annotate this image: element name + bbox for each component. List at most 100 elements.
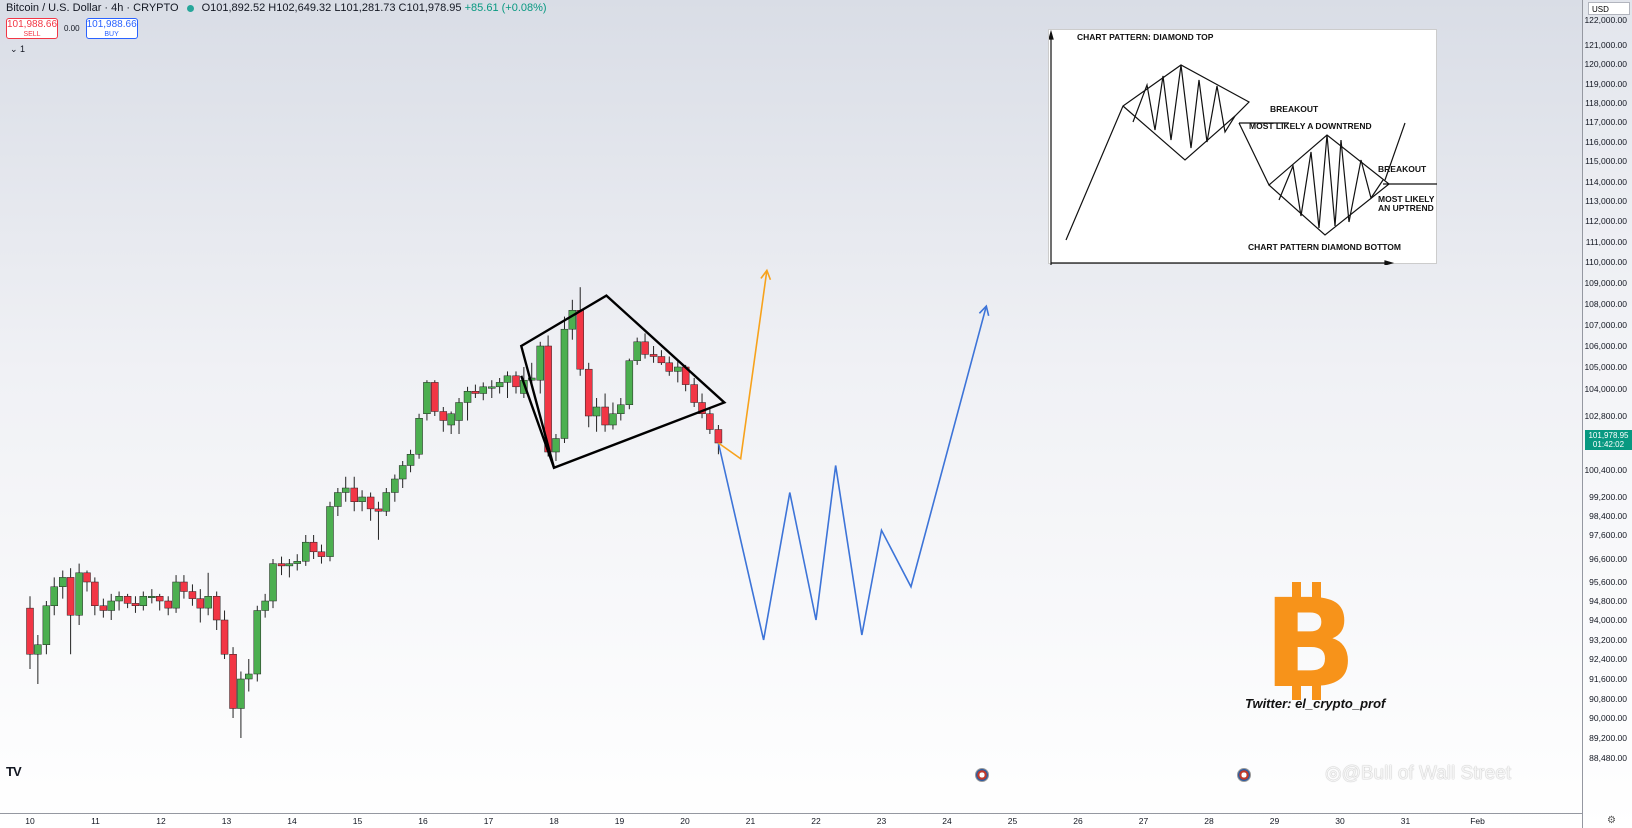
candle[interactable] [633, 337, 641, 365]
candle[interactable] [625, 358, 634, 410]
candle[interactable] [148, 589, 156, 604]
price-tick-label: 89,200.00 [1589, 733, 1627, 743]
us-event-flag-icon[interactable] [975, 768, 989, 782]
candle[interactable] [34, 635, 42, 684]
candle[interactable] [398, 461, 407, 488]
candle[interactable] [341, 476, 350, 502]
candle[interactable] [107, 593, 115, 620]
candle[interactable] [439, 407, 448, 432]
diamond-pattern-line[interactable] [519, 294, 727, 470]
candle[interactable] [293, 554, 301, 571]
candle[interactable] [391, 474, 399, 502]
candle[interactable] [229, 647, 237, 718]
candle[interactable] [455, 398, 463, 434]
diamond-inner-line[interactable] [520, 375, 556, 469]
buy-button[interactable]: 101,988.66 BUY [85, 18, 138, 39]
candle[interactable] [196, 589, 205, 623]
candle[interactable] [649, 346, 658, 363]
candle[interactable] [350, 476, 358, 512]
candle[interactable] [536, 341, 544, 394]
candle[interactable] [552, 434, 560, 461]
candle[interactable] [609, 402, 617, 430]
candle[interactable] [91, 577, 99, 616]
candle[interactable] [188, 584, 197, 606]
candle[interactable] [326, 501, 334, 562]
candle[interactable] [665, 356, 674, 376]
candle[interactable] [139, 591, 148, 611]
candle[interactable] [302, 535, 310, 566]
candle[interactable] [172, 575, 180, 613]
candle[interactable] [463, 386, 472, 421]
candle[interactable] [220, 610, 229, 660]
candle[interactable] [512, 371, 520, 394]
candle[interactable] [277, 556, 286, 576]
candle[interactable] [155, 593, 164, 611]
candle[interactable] [66, 568, 75, 655]
candle[interactable] [131, 596, 140, 613]
candle[interactable] [212, 591, 221, 631]
candle[interactable] [495, 378, 504, 394]
price-tick-label: 98,400.00 [1589, 511, 1627, 521]
candle[interactable] [641, 333, 649, 359]
candle[interactable] [657, 350, 666, 365]
candle[interactable] [431, 380, 439, 416]
candle[interactable] [83, 570, 91, 592]
candle[interactable] [592, 398, 601, 432]
candle[interactable] [674, 360, 682, 383]
candle[interactable] [382, 488, 391, 516]
candle[interactable] [164, 596, 172, 616]
candle[interactable] [180, 575, 188, 599]
candle[interactable] [714, 425, 723, 455]
candle[interactable] [479, 382, 488, 401]
candle[interactable] [285, 559, 294, 578]
candle[interactable] [698, 393, 706, 419]
candle[interactable] [245, 659, 253, 692]
candle[interactable] [99, 598, 108, 618]
candle[interactable] [601, 393, 609, 432]
candle[interactable] [115, 591, 123, 611]
candle[interactable] [503, 371, 512, 398]
candle[interactable] [253, 605, 262, 682]
candle[interactable] [50, 577, 58, 616]
candle[interactable] [560, 316, 569, 443]
gear-icon[interactable]: ⚙ [1607, 815, 1616, 826]
candle[interactable] [617, 398, 625, 421]
currency-select[interactable]: USD [1588, 2, 1630, 15]
candle[interactable] [423, 380, 431, 421]
candle[interactable] [26, 596, 34, 669]
candle[interactable] [204, 572, 212, 616]
candle[interactable] [237, 671, 245, 739]
candle[interactable] [269, 559, 277, 609]
candle[interactable] [374, 501, 383, 540]
candle[interactable] [42, 601, 51, 655]
candle[interactable] [584, 362, 593, 428]
symbol-title[interactable]: Bitcoin / U.S. Dollar · 4h · CRYPTO [6, 2, 179, 14]
candle[interactable] [59, 570, 67, 599]
candle[interactable] [576, 287, 584, 376]
candle[interactable] [334, 488, 342, 516]
projection-orange-line[interactable] [717, 270, 768, 461]
indicators-toggle[interactable]: ⌄ 1 [10, 44, 26, 54]
time-axis[interactable]: 10 11 12 13 14 15 16 17 18 19 20 21 22 23 24 25 26 27 28 29… [0, 813, 1583, 828]
tradingview-logo-icon[interactable]: TV [6, 764, 22, 779]
candle[interactable] [471, 384, 480, 398]
candle[interactable] [309, 535, 318, 559]
us-event-flag-icon[interactable] [1237, 768, 1251, 782]
candle[interactable] [415, 413, 423, 459]
candle[interactable] [488, 380, 496, 398]
price-axis[interactable]: USD 122,000.00 121,000.00 120,000.00 119,00… [1582, 0, 1632, 828]
candle[interactable] [317, 544, 326, 564]
candle[interactable] [690, 378, 698, 407]
candle[interactable] [447, 411, 455, 435]
candle[interactable] [261, 593, 269, 618]
candle[interactable] [75, 563, 83, 625]
candle[interactable] [123, 593, 132, 609]
sell-button[interactable]: 101,988.66 SELL [6, 18, 58, 39]
candle[interactable] [366, 492, 375, 521]
candle[interactable] [706, 407, 714, 434]
projection-blue-line[interactable] [717, 305, 988, 641]
candle[interactable] [406, 449, 415, 473]
candle[interactable] [358, 490, 366, 512]
candle[interactable] [568, 299, 577, 340]
